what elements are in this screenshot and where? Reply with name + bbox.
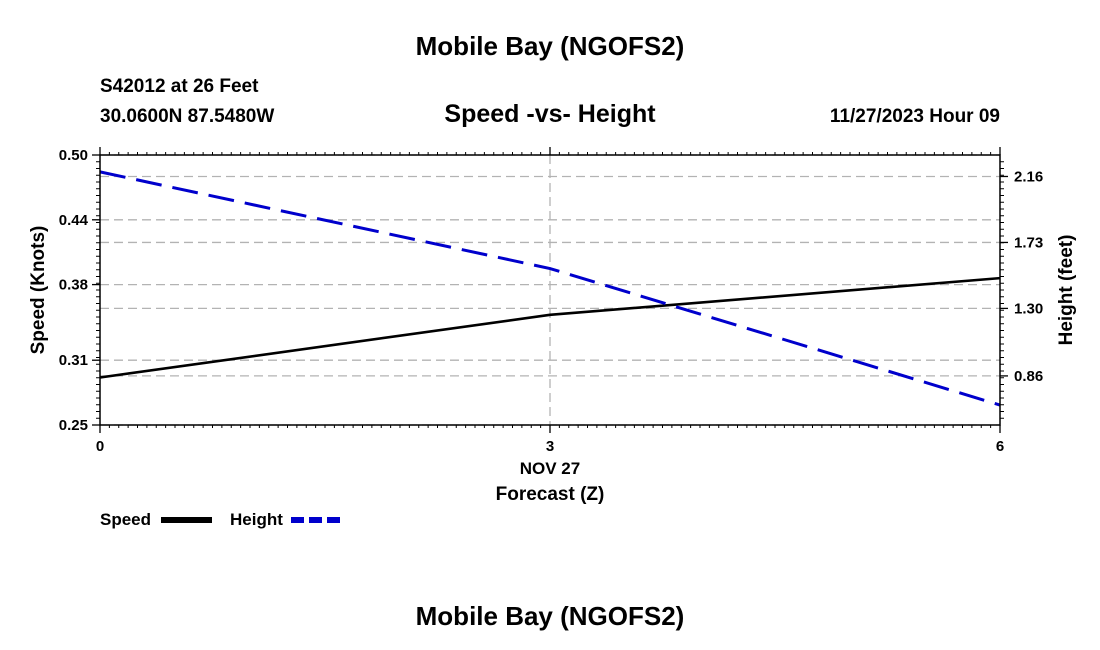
y-tick-label: 0.31: [59, 352, 88, 369]
page-title-bottom: Mobile Bay (NGOFS2): [415, 601, 685, 631]
chart-title: Speed -vs- Height: [444, 100, 656, 128]
series-line-height: [99, 170, 1001, 407]
x-tick-label: 3: [546, 438, 554, 455]
series-line-speed: [99, 276, 1001, 379]
series-layer: [99, 170, 1001, 407]
y-axis-label: Speed (Knots): [28, 226, 49, 355]
y2-tick-label: 2.16: [1014, 168, 1043, 185]
legend-height-swatch: [291, 517, 342, 523]
x-date-label: NOV 27: [520, 459, 580, 478]
y-tick-label: 0.38: [59, 277, 88, 294]
y-tick-label: 0.25: [59, 417, 88, 434]
x-tick-label: 6: [996, 438, 1004, 455]
legend-height-label: Height: [230, 510, 283, 529]
station-label: S42012 at 26 Feet: [100, 76, 259, 97]
speed-height-chart: 0.500.440.380.310.252.161.731.300.860 3 6 …: [28, 147, 1077, 505]
legend-speed-label: Speed: [100, 510, 152, 529]
y2-tick-label: 1.30: [1014, 300, 1043, 317]
y2-tick-label: 1.73: [1014, 234, 1043, 251]
x-axis-label: Forecast (Z): [496, 484, 605, 505]
page-title-top: Mobile Bay (NGOFS2): [415, 31, 685, 61]
legend-speed-swatch: [161, 517, 212, 523]
tick-layer: 0.50 0.44 0.38 0.31 0.25 2.16 1.73 1.30 0.86 0 3 6: [59, 147, 1043, 455]
y2-tick-label: 0.86: [1014, 368, 1043, 385]
y2-axis-label: Height (feet): [1056, 235, 1077, 346]
coordinates-label: 30.0600N 87.5480W: [100, 106, 275, 127]
y-tick-label: 0.44: [59, 212, 89, 229]
x-tick-label: 0: [96, 438, 104, 455]
datetime-label: 11/27/2023 Hour 09: [829, 106, 1000, 127]
y-tick-label: 0.50: [59, 147, 88, 164]
